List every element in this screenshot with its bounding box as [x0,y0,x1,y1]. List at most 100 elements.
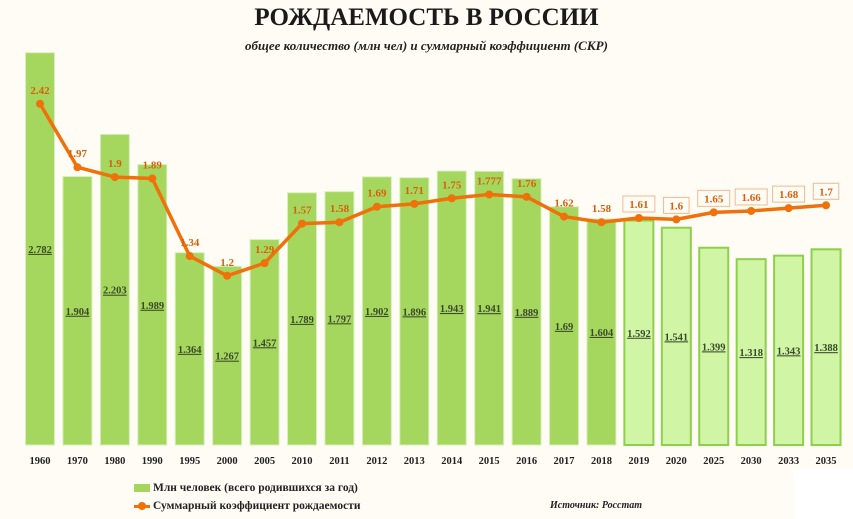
tfr-point-2025 [709,208,718,217]
x-tick-label: 1995 [179,456,200,467]
tfr-point-2016 [522,192,531,201]
tfr-value-label: 1.6 [669,200,683,212]
tfr-value-label: 1.76 [517,178,537,190]
bar-value-label: 1.343 [777,346,801,357]
bar-2017 [549,206,580,446]
x-tick-label: 2035 [816,456,837,467]
tfr-label-box [772,185,806,203]
tfr-label-box [663,196,690,214]
bar-2012 [361,176,392,446]
tfr-point-1990 [148,174,157,183]
bar-2011 [324,191,355,446]
bar-value-label: 1.904 [66,307,90,318]
tfr-point-1960 [36,99,44,108]
tfr-value-label: 1.71 [405,185,424,197]
tfr-value-label: 1.89 [143,160,163,172]
tfr-point-2005 [260,259,269,268]
bar-value-label: 1.388 [814,343,838,354]
bar-value-label: 1.604 [590,328,614,339]
tfr-line [38,102,827,278]
bar-value-label: 1.902 [365,307,389,318]
source-note: Источник: Росстат [550,500,643,511]
tfr-value-label: 1.62 [554,198,574,210]
tfr-point-2012 [372,202,381,211]
bar-value-label: 1.941 [477,304,501,315]
legend-item-tfr: Суммарный коэффициент рождаемости [134,500,360,512]
bar-value-label: 1.789 [290,315,314,326]
x-tick-label: 2017 [554,456,575,467]
x-tick-label: 2033 [778,456,799,467]
tfr-point-2035 [822,201,831,210]
tfr-point-2017 [560,212,569,221]
bar-1990 [137,164,168,446]
x-tick-label: 2005 [254,456,275,467]
tfr-point-2033 [784,204,793,213]
x-tick-label: 1960 [30,456,51,467]
x-tick-label: 2019 [628,456,649,467]
bar-2033 [773,254,805,446]
bar-1980 [99,133,130,446]
blank-panel [793,470,853,519]
bar-value-label: 1.267 [215,352,239,363]
tfr-value-label: 1.58 [592,203,612,215]
tfr-point-2018 [597,218,606,227]
x-tick-label: 1990 [142,456,163,467]
tfr-value-label: 1.777 [477,175,502,187]
x-tick-label: 2014 [441,456,463,467]
bar-2005 [249,239,280,446]
bar-2013 [399,177,430,446]
x-tick-label: 1970 [67,456,88,467]
bar-value-label: 2.782 [28,245,52,256]
bar-value-label: 1.896 [402,307,426,318]
x-tick-label: 2025 [703,456,724,467]
bar-2015 [474,170,505,446]
x-tick-label: 2013 [404,456,425,467]
x-tick-label: 2000 [217,456,238,467]
x-tick-label: 2010 [292,456,313,467]
tfr-value-label: 1.68 [779,189,799,201]
legend-bar-swatch [134,484,150,492]
bar-value-label: 1.541 [664,332,688,343]
tfr-point-1980 [110,173,119,182]
bar-value-label: 1.364 [178,345,202,356]
bar-1995 [174,252,205,446]
legend-line-swatch [134,501,150,510]
tfr-point-2010 [298,219,307,228]
tfr-value-label: 1.7 [819,186,833,198]
tfr-point-2015 [485,190,494,199]
tfr-point-2019 [634,213,643,222]
chart-title: РОЖДАЕМОСТЬ В РОССИИ [254,4,599,31]
bar-2020 [660,226,692,446]
tfr-point-2000 [223,271,232,280]
tfr-value-label: 1.34 [180,237,200,249]
tfr-value-label: 1.29 [255,244,275,256]
x-tick-label: 2018 [591,456,612,467]
x-tick-label: 2012 [366,456,387,467]
bar-2014 [436,170,467,446]
bar-2010 [287,192,318,446]
tfr-label-box [622,195,656,213]
bar-2018 [586,218,617,446]
bar-value-label: 1.318 [739,348,763,359]
bar-value-label: 1.399 [702,342,726,353]
x-tick-label: 2011 [329,456,349,467]
bar-value-label: 1.889 [515,308,539,319]
bar-2025 [698,246,730,446]
tfr-value-label: 1.9 [108,158,122,170]
bar-2000 [212,265,243,446]
tfr-value-label: 2.42 [30,85,50,97]
tfr-label-box [697,189,731,207]
tfr-value-label: 1.97 [68,148,88,160]
x-tick-label: 2016 [516,456,537,467]
tfr-value-label: 1.58 [330,203,350,215]
bar-value-label: 1.592 [627,329,651,340]
tfr-value-label: 1.65 [704,193,724,205]
bar-value-label: 1.797 [328,314,352,325]
tfr-point-2030 [747,206,756,215]
tfr-value-label: 1.69 [367,188,387,200]
bar-value-label: 1.457 [253,338,277,349]
tfr-value-label: 1.57 [292,205,312,217]
tfr-point-2011 [335,218,344,227]
tfr-value-label: 1.75 [442,179,462,191]
